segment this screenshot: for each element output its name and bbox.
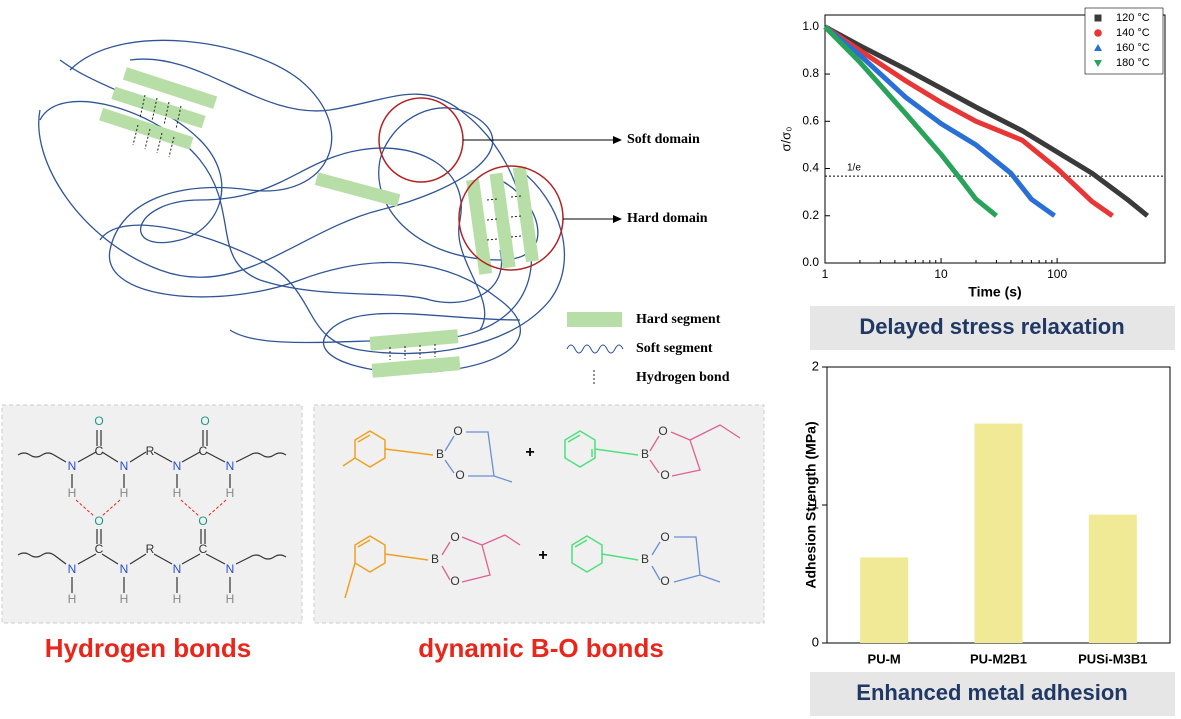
legend-marker: [1094, 14, 1102, 22]
atom: N: [68, 459, 77, 473]
atom: H: [173, 486, 182, 500]
atom: R: [146, 542, 155, 556]
legend-marker: [1094, 29, 1102, 37]
atom: N: [120, 459, 129, 473]
bar: [860, 557, 909, 643]
legend-label: 160 °C: [1116, 42, 1150, 54]
atom: C: [199, 444, 208, 458]
hydrogen-caption: Hydrogen bonds: [45, 633, 252, 663]
atom: C: [95, 444, 104, 458]
operator: +: [538, 547, 547, 564]
chart-caption: Delayed stress relaxation: [859, 314, 1124, 339]
legend-label: 140 °C: [1116, 27, 1150, 39]
y-tick-label: 2: [812, 358, 819, 373]
atom: H: [68, 592, 77, 606]
y-tick-label: 1.0: [802, 19, 819, 33]
atom: O: [660, 530, 669, 544]
atom: H: [173, 592, 182, 606]
atom: H: [226, 486, 235, 500]
atom: B: [641, 447, 649, 461]
atom: B: [431, 552, 439, 566]
bo-panel: [313, 404, 765, 624]
y-tick-label: 0.2: [802, 208, 819, 222]
atom: O: [658, 424, 667, 438]
atom: O: [94, 514, 103, 528]
atom: O: [94, 414, 103, 428]
atom: N: [173, 459, 182, 473]
atom: O: [450, 574, 459, 588]
annotation: 1/e: [847, 163, 861, 174]
legend-label: 180 °C: [1116, 57, 1150, 69]
atom: C: [95, 542, 104, 556]
atom: O: [200, 414, 209, 428]
y-tick-label: 0: [812, 634, 819, 649]
y-tick-label: 0.0: [802, 255, 819, 269]
series-line: [823, 25, 999, 218]
x-axis-label: Time (s): [968, 284, 1021, 300]
atom: N: [226, 459, 235, 473]
atom: O: [455, 468, 464, 482]
hydrogen-structure: [17, 430, 287, 593]
atom: B: [436, 447, 444, 461]
series-line: [823, 24, 1056, 218]
atom: H: [226, 592, 235, 606]
legend-soft-segment: Soft segment: [636, 341, 713, 356]
atom: B: [641, 552, 649, 566]
x-tick-label: PUSi-M3B1: [1078, 651, 1147, 666]
x-tick-label: 10: [934, 267, 948, 281]
atom: N: [173, 562, 182, 576]
x-tick-label: 100: [1047, 267, 1067, 281]
atom: R: [146, 444, 155, 458]
legend-label: 120 °C: [1116, 12, 1150, 24]
bo-caption: dynamic B-O bonds: [418, 633, 664, 663]
x-tick-label: PU-M: [868, 651, 901, 666]
atom: H: [120, 486, 129, 500]
bo-structure: [342, 424, 741, 599]
atom: O: [453, 424, 462, 438]
operator: +: [525, 444, 534, 461]
legend-marker: [1094, 44, 1102, 51]
network: Soft domain Hard domain Hard segment Sof…: [38, 39, 730, 385]
bar: [974, 423, 1023, 643]
x-tick-label: 1: [822, 267, 829, 281]
atom: H: [68, 486, 77, 500]
chart-caption: Enhanced metal adhesion: [856, 680, 1127, 705]
atom: O: [450, 530, 459, 544]
legend-hard-segment: Hard segment: [636, 312, 721, 327]
y-axis-label: σ/σ₀: [778, 126, 793, 151]
series-line: [823, 24, 1150, 218]
y-tick-label: 0.6: [802, 113, 819, 127]
caption-box: [810, 306, 1175, 350]
series-line: [823, 24, 1114, 218]
atom: H: [120, 592, 129, 606]
hard-domain-label: Hard domain: [627, 211, 708, 226]
y-tick-label: 0.4: [802, 161, 819, 175]
atom: N: [226, 562, 235, 576]
x-tick-label: PU-M2B1: [970, 651, 1027, 666]
hydrogen-panel: [1, 404, 303, 624]
soft-domain-label: Soft domain: [627, 132, 700, 147]
atom: O: [198, 514, 207, 528]
atom: N: [68, 562, 77, 576]
atom: C: [199, 542, 208, 556]
y-tick-label: 0.8: [802, 66, 819, 80]
caption-box: [810, 672, 1175, 716]
bar: [1088, 514, 1137, 643]
y-tick-label: 1: [812, 496, 819, 511]
legend-marker: [1094, 60, 1102, 67]
legend-hydrogen-bond: Hydrogen bond: [636, 370, 730, 385]
plot-area: [824, 14, 1166, 264]
atom: O: [660, 574, 669, 588]
atom: N: [120, 562, 129, 576]
atom: O: [660, 468, 669, 482]
y-axis-label: Adhesion Strength (MPa): [803, 421, 819, 588]
